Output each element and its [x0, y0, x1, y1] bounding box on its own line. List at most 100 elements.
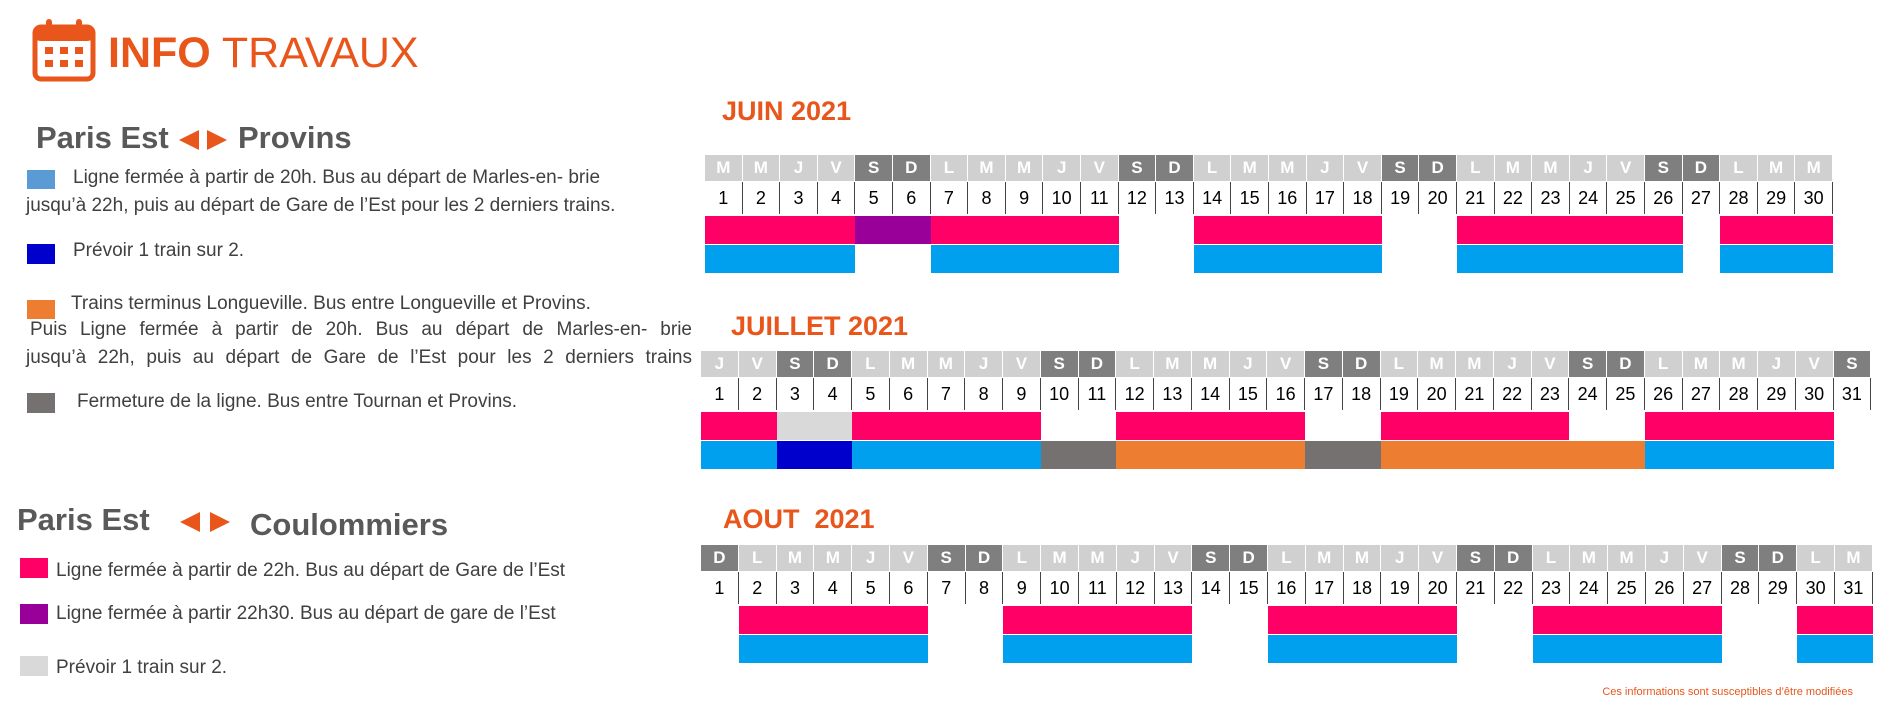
weekday-letter: J	[1493, 351, 1531, 377]
weekday-letter: J	[1569, 155, 1607, 181]
weekday-letter: M	[1418, 351, 1455, 377]
day-number: 1	[705, 182, 743, 214]
weekday-letter: M	[1532, 155, 1569, 181]
legend-text: Ligne fermée à partir 22h30. Bus au dépa…	[56, 603, 556, 624]
day-number: 17	[1306, 572, 1344, 604]
day-number: 9	[1006, 182, 1044, 214]
weekday-letter: M	[1720, 351, 1757, 377]
weekday-letter: L	[738, 545, 776, 571]
day-number: 29	[1758, 182, 1796, 214]
day-number: 3	[777, 378, 815, 410]
closure-bar-pink	[738, 606, 928, 634]
day-number: 8	[968, 182, 1006, 214]
day-number: 8	[966, 572, 1004, 604]
weekday-letter: D	[1682, 155, 1720, 181]
day-number: 5	[852, 572, 890, 604]
day-number: 9	[1003, 572, 1042, 604]
weekday-letter: D	[1419, 155, 1456, 181]
day-number: 11	[1079, 572, 1117, 604]
day-number: 15	[1230, 378, 1268, 410]
weekday-letter: V	[1344, 155, 1381, 181]
weekday-letter: V	[1003, 351, 1040, 377]
weekday-letter: D	[1230, 545, 1267, 571]
closure-bar-darkblue	[776, 441, 852, 469]
closure-bar-blue	[1457, 245, 1683, 273]
weekday-letter: S	[1569, 351, 1606, 377]
day-number: 26	[1645, 182, 1683, 214]
weekday-letter: D	[1156, 155, 1193, 181]
weekday-letter: L	[1532, 545, 1570, 571]
day-number: 28	[1720, 378, 1758, 410]
day-number: 22	[1495, 182, 1533, 214]
weekday-letter: M	[814, 545, 852, 571]
weekday-letter: L	[1193, 155, 1231, 181]
day-number: 26	[1645, 378, 1683, 410]
day-number: 11	[1079, 378, 1117, 410]
day-number: 28	[1722, 572, 1760, 604]
day-number: 4	[814, 378, 852, 410]
weekday-letter: S	[855, 155, 892, 181]
weekday-letter: L	[1268, 545, 1305, 571]
weekday-letter: S	[1721, 545, 1759, 571]
weekday-letter: L	[1380, 351, 1418, 377]
day-number: 22	[1495, 572, 1533, 604]
day-number: 19	[1381, 572, 1420, 604]
weekday-letter: D	[1342, 351, 1380, 377]
weekday-letter: M	[1456, 351, 1493, 377]
weekday-letter: V	[890, 545, 927, 571]
day-number: 17	[1305, 378, 1343, 410]
legend-text: Prévoir 1 train sur 2.	[73, 240, 245, 261]
day-number: 16	[1267, 378, 1305, 410]
day-number: 20	[1419, 182, 1457, 214]
legend-swatch-light-grey	[20, 656, 48, 676]
weekday-letter: J	[701, 351, 738, 377]
day-number: 30	[1797, 572, 1835, 604]
weekday-letter: D	[1607, 351, 1644, 377]
weekday-letter: V	[1154, 545, 1192, 571]
day-number: 16	[1269, 182, 1307, 214]
day-number: 4	[818, 182, 856, 214]
day-number: 24	[1569, 378, 1607, 410]
legend-text: Ligne fermée à partir de 22h. Bus au dép…	[56, 560, 566, 581]
legend-text: jusqu’à 22h, puis au départ de Gare de l…	[26, 347, 692, 368]
closure-bar-pink	[1797, 606, 1873, 634]
day-number: 1	[701, 572, 739, 604]
day-number: 27	[1683, 378, 1721, 410]
weekday-letter: D	[965, 545, 1003, 571]
closure-bar-pink	[705, 216, 856, 244]
day-number: 15	[1231, 182, 1269, 214]
day-number: 27	[1684, 572, 1722, 604]
closure-bar-blue	[705, 245, 856, 273]
weekday-letter: V	[1795, 351, 1833, 377]
weekday-letter: L	[1457, 155, 1494, 181]
day-number: 18	[1344, 572, 1382, 604]
legend-text: Fermeture de la ligne. Bus entre Tournan…	[77, 391, 518, 412]
closure-bar-blue	[930, 245, 1119, 273]
closure-bar-pink	[1380, 412, 1570, 440]
day-number: 25	[1607, 182, 1645, 214]
day-number: 12	[1117, 572, 1155, 604]
closure-bar-pink	[1193, 216, 1382, 244]
weekday-letter: S	[1457, 545, 1494, 571]
day-number: 23	[1532, 182, 1570, 214]
day-number: 30	[1795, 182, 1833, 214]
legend-swatch-dark-grey	[27, 393, 55, 413]
weekday-letter: V	[1081, 155, 1118, 181]
closure-bar-orange	[1380, 441, 1645, 469]
closure-bar-pink	[1116, 412, 1305, 440]
day-number: 30	[1796, 378, 1834, 410]
weekday-letter: S	[1381, 155, 1419, 181]
weekday-letter: D	[893, 155, 930, 181]
closure-bar-pink	[1532, 606, 1722, 634]
day-number: 26	[1646, 572, 1684, 604]
weekday-letter: V	[738, 351, 776, 377]
day-number: 16	[1268, 572, 1306, 604]
day-number: 5	[852, 378, 890, 410]
weekday-letter: M	[1154, 351, 1191, 377]
day-number: 2	[739, 572, 777, 604]
weekday-letter: M	[1231, 155, 1268, 181]
route-provins-heading: Paris Est Provins	[36, 118, 352, 158]
day-number: 6	[890, 378, 928, 410]
closure-bar-pink	[1720, 216, 1833, 244]
legend-swatch-pink	[20, 558, 48, 578]
